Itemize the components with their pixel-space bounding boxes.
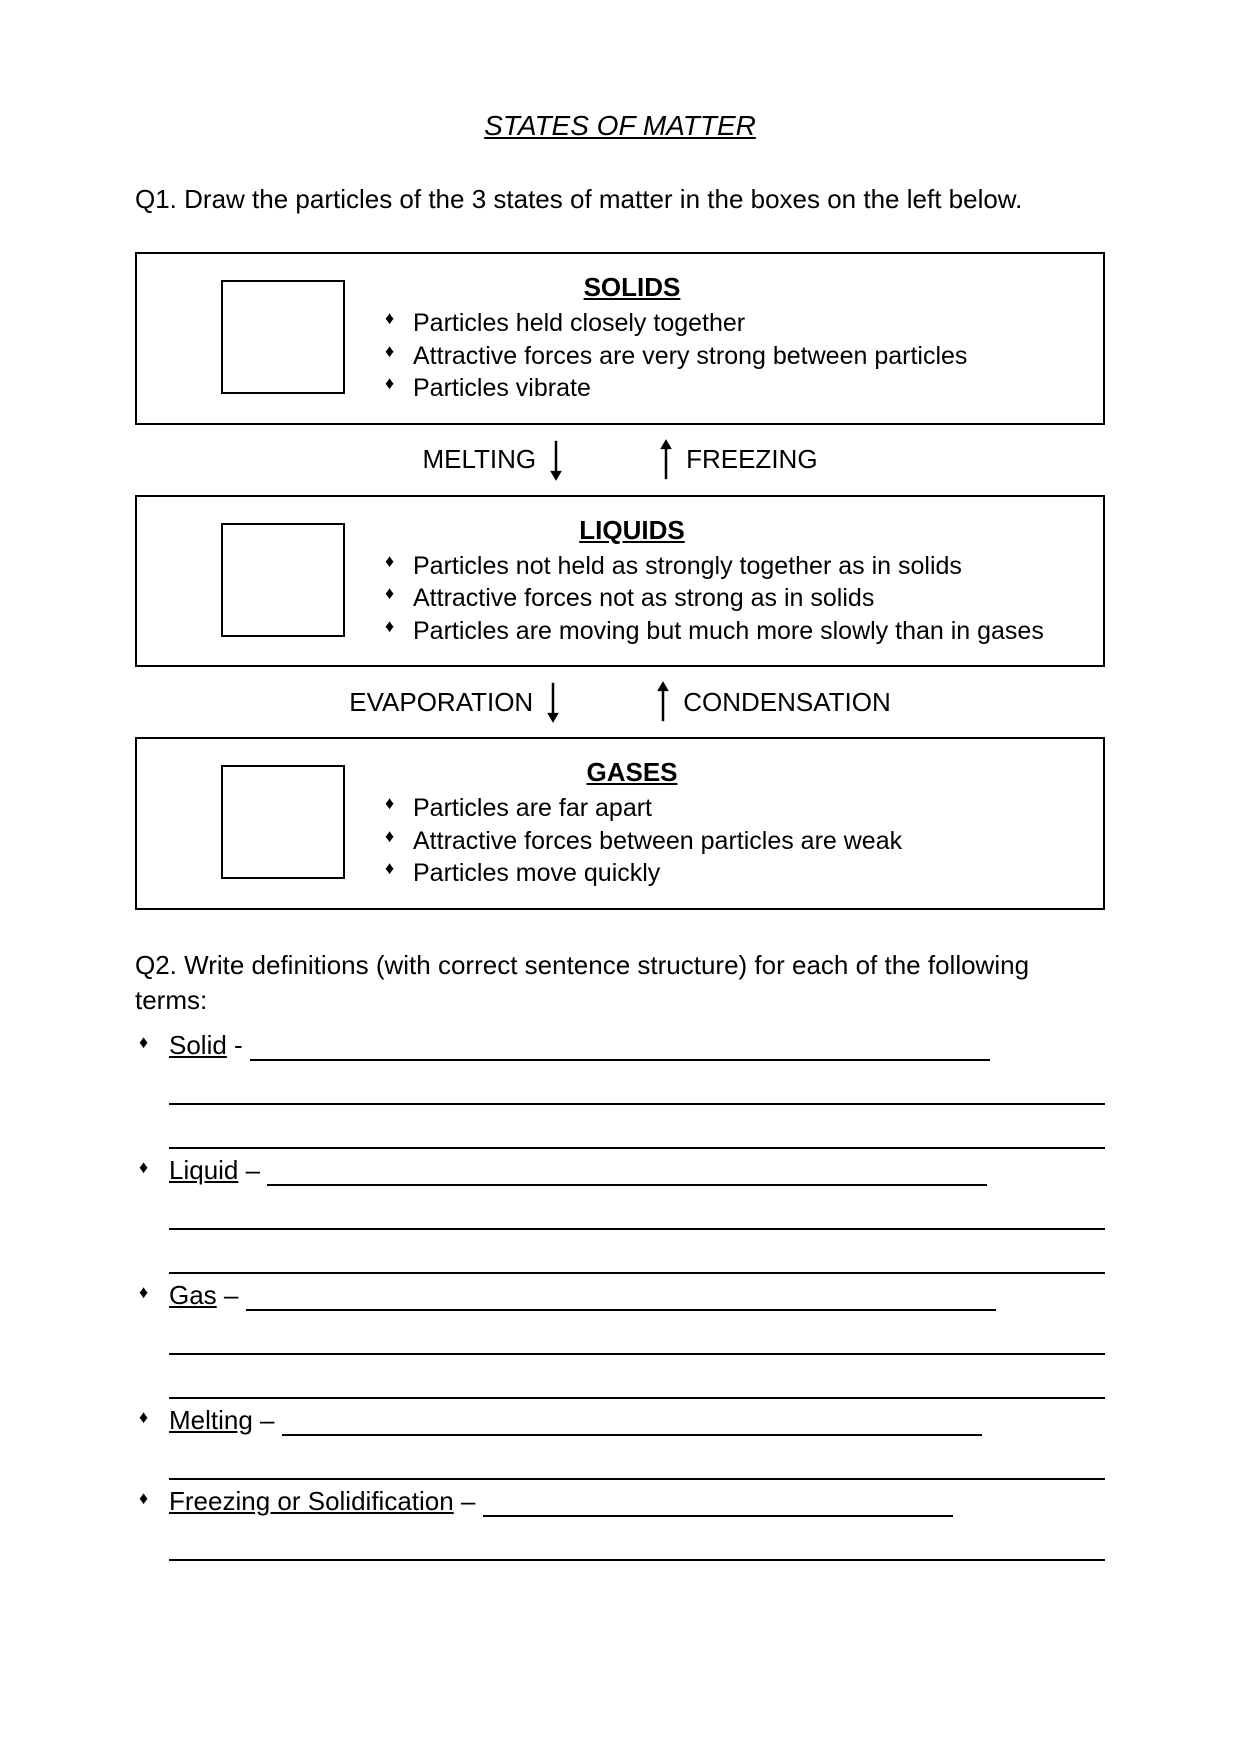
gases-box: GASES Particles are far apart Attractive… (135, 737, 1105, 910)
answer-line[interactable] (169, 1115, 1105, 1149)
transition-evap-cond: EVAPORATION CONDENSATION (135, 667, 1105, 737)
term-separator: - (227, 1030, 250, 1060)
melting-label: MELTING (422, 444, 546, 475)
answer-line[interactable] (169, 1240, 1105, 1274)
answer-line[interactable] (250, 1037, 990, 1061)
liquids-point: Particles are moving but much more slowl… (385, 615, 1079, 648)
arrow-down-icon (546, 435, 566, 485)
term-gas: Gas – (135, 1280, 1105, 1399)
liquids-content: LIQUIDS Particles not held as strongly t… (385, 515, 1079, 648)
answer-line[interactable] (267, 1162, 987, 1186)
solids-heading: SOLIDS (185, 272, 1079, 303)
term-separator: – (253, 1405, 282, 1435)
question-2-text: Q2. Write definitions (with correct sent… (135, 948, 1105, 1018)
solids-point: Attractive forces are very strong betwee… (385, 340, 1079, 373)
term-label: Gas (169, 1280, 217, 1310)
liquids-heading: LIQUIDS (185, 515, 1079, 546)
term-separator: – (217, 1280, 246, 1310)
gases-heading: GASES (185, 757, 1079, 788)
solids-point: Particles vibrate (385, 372, 1079, 405)
question-1-text: Q1. Draw the particles of the 3 states o… (135, 182, 1105, 217)
term-liquid: Liquid – (135, 1155, 1105, 1274)
answer-line[interactable] (282, 1412, 982, 1436)
condensation-label: CONDENSATION (673, 687, 891, 718)
liquids-points: Particles not held as strongly together … (385, 550, 1079, 648)
answer-line[interactable] (169, 1071, 1105, 1105)
solids-points: Particles held closely together Attracti… (385, 307, 1079, 405)
liquids-point: Attractive forces not as strong as in so… (385, 582, 1079, 615)
term-separator: – (238, 1155, 267, 1185)
gases-content: GASES Particles are far apart Attractive… (385, 757, 1079, 890)
definitions-list: Solid - Liquid – Gas – Melting – Freezin… (135, 1030, 1105, 1561)
term-freezing: Freezing or Solidification – (135, 1486, 1105, 1561)
arrow-up-icon (653, 677, 673, 727)
term-label: Solid (169, 1030, 227, 1060)
term-label: Melting (169, 1405, 253, 1435)
freezing-label: FREEZING (676, 444, 817, 475)
gases-points: Particles are far apart Attractive force… (385, 792, 1079, 890)
answer-line[interactable] (169, 1365, 1105, 1399)
solids-box: SOLIDS Particles held closely together A… (135, 252, 1105, 425)
gases-point: Attractive forces between particles are … (385, 825, 1079, 858)
term-label: Liquid (169, 1155, 238, 1185)
solids-point: Particles held closely together (385, 307, 1079, 340)
answer-line[interactable] (169, 1446, 1105, 1480)
answer-line[interactable] (169, 1321, 1105, 1355)
arrow-down-icon (543, 677, 563, 727)
solids-content: SOLIDS Particles held closely together A… (385, 272, 1079, 405)
arrow-up-icon (656, 435, 676, 485)
evaporation-label: EVAPORATION (349, 687, 543, 718)
liquids-box: LIQUIDS Particles not held as strongly t… (135, 495, 1105, 668)
answer-line[interactable] (483, 1493, 953, 1517)
liquids-point: Particles not held as strongly together … (385, 550, 1079, 583)
term-separator: – (454, 1486, 483, 1516)
page-title: STATES OF MATTER (135, 110, 1105, 142)
gases-point: Particles move quickly (385, 857, 1079, 890)
transition-melting-freezing: MELTING FREEZING (135, 425, 1105, 495)
answer-line[interactable] (246, 1287, 996, 1311)
term-label: Freezing or Solidification (169, 1486, 454, 1516)
term-melting: Melting – (135, 1405, 1105, 1480)
answer-line[interactable] (169, 1527, 1105, 1561)
answer-line[interactable] (169, 1196, 1105, 1230)
term-solid: Solid - (135, 1030, 1105, 1149)
worksheet-page: STATES OF MATTER Q1. Draw the particles … (0, 0, 1240, 1754)
gases-point: Particles are far apart (385, 792, 1079, 825)
